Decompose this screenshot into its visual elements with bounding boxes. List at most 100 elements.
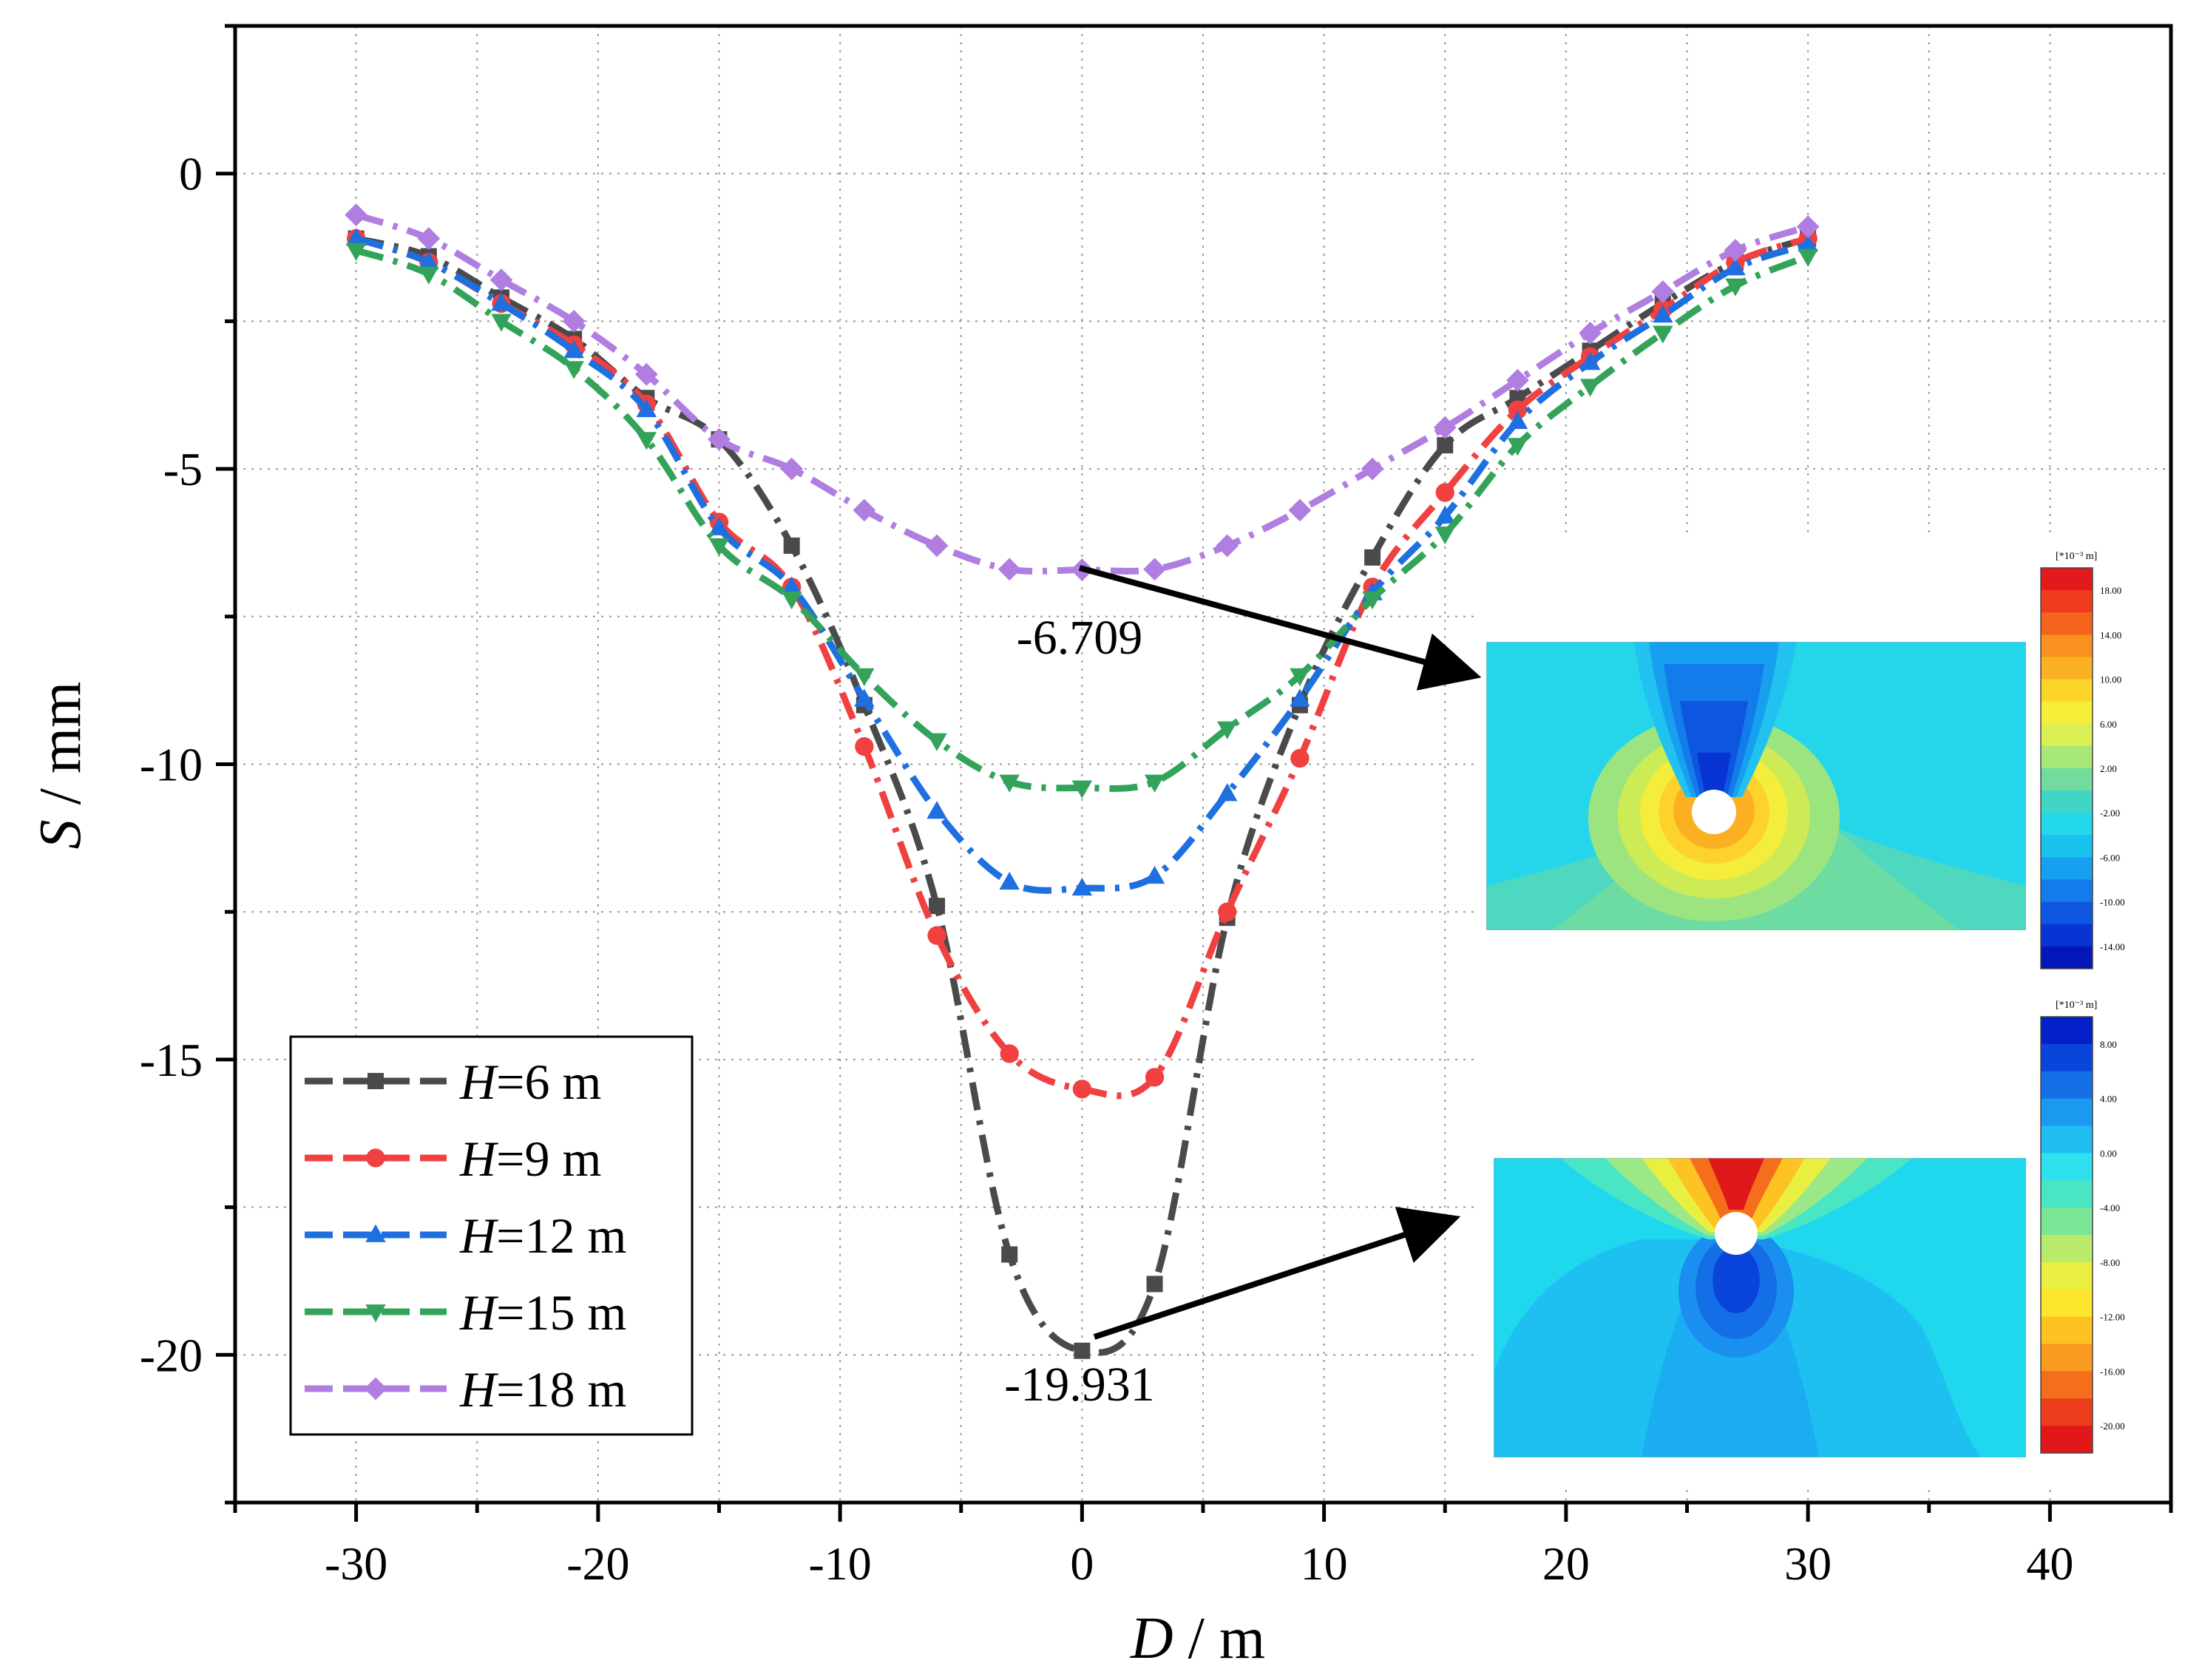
colorbar-swatch: [2041, 1043, 2093, 1072]
x-axis-title: D / m: [1130, 1606, 1265, 1671]
colorbar-swatch: [2041, 1289, 2093, 1318]
contour-inset-bottom: [*10⁻³ m] 8.00 4.00 0.00 -4.00 -8.00 -12.00 -16…: [1479, 982, 2185, 1485]
data-point: [708, 427, 731, 451]
annotation-arrow-bottom: [1093, 1207, 1461, 1340]
x-tick-label: 10: [1301, 1537, 1348, 1590]
data-point: [1579, 321, 1602, 345]
colorbar-swatch: [2041, 835, 2093, 858]
data-point: [1216, 721, 1238, 739]
colorbar-tick-label: -20.00: [2100, 1420, 2125, 1432]
data-point: [1579, 352, 1601, 370]
legend-marker: [365, 1304, 386, 1323]
x-tick-label: 40: [2026, 1537, 2073, 1590]
data-point: [1435, 483, 1454, 502]
colorbar-bottom: [*10⁻³ m] 8.00 4.00 0.00 -4.00 -8.00 -12.00 -16…: [2040, 1000, 2125, 1454]
data-point: [345, 243, 367, 261]
data-point: [1798, 248, 1818, 267]
data-point: [1507, 438, 1528, 456]
data-point: [1144, 774, 1165, 793]
legend-label: H=15 m: [459, 1284, 626, 1341]
data-point: [1725, 257, 1746, 276]
colorbar-tick-label: -14.00: [2100, 941, 2125, 952]
data-point: [345, 228, 367, 246]
data-point: [1362, 591, 1383, 610]
colorbar-tick-label: 2.00: [2100, 763, 2117, 774]
data-point: [419, 251, 439, 270]
legend-label-var: H: [459, 1208, 499, 1264]
y-axis-title-unit: / mm: [28, 682, 93, 820]
colorbar-swatch: [2041, 1344, 2093, 1372]
series-h-18-m: [345, 203, 1820, 582]
data-point: [1724, 239, 1747, 262]
legend-marker: [366, 1148, 385, 1168]
data-point: [1506, 368, 1529, 392]
colorbar-unit: [*10⁻³ m]: [2056, 1000, 2097, 1011]
data-point: [1507, 410, 1528, 430]
colorbar-swatch: [2041, 1371, 2093, 1399]
colorbar-swatch: [2041, 857, 2093, 881]
data-point: [491, 293, 512, 311]
colorbar-swatch: [2041, 1153, 2093, 1181]
x-axis-title-var: D: [1130, 1606, 1173, 1671]
colorbar-tick-label: 0.00: [2100, 1148, 2117, 1159]
legend-label: H=18 m: [459, 1361, 626, 1418]
legend-label-rest: =6 m: [496, 1054, 601, 1110]
data-point: [1653, 305, 1673, 323]
data-point: [1433, 416, 1457, 439]
series-h-12-m: [345, 228, 1818, 896]
data-point: [853, 498, 876, 522]
legend-label-rest: =15 m: [496, 1284, 626, 1341]
colorbar-swatch: [2041, 679, 2093, 702]
data-point: [345, 203, 368, 227]
legend-label-rest: =18 m: [496, 1361, 626, 1418]
data-point: [708, 517, 730, 535]
colorbar-tick-label: 8.00: [2100, 1039, 2117, 1050]
data-point: [1361, 457, 1384, 481]
colorbar-tick-label: 4.00: [2100, 1094, 2117, 1105]
data-point: [1072, 1080, 1092, 1099]
data-point: [781, 591, 802, 610]
legend-item: H=18 m: [305, 1361, 626, 1418]
colorbar-swatch: [2041, 612, 2093, 635]
legend-item: H=6 m: [305, 1054, 601, 1110]
colorbar-frame: [2040, 567, 2093, 969]
colorbar-tick-label: 10.00: [2100, 674, 2121, 685]
colorbar-tick-label: -8.00: [2100, 1257, 2120, 1268]
legend-label: H=9 m: [459, 1131, 601, 1187]
data-point: [926, 801, 947, 819]
data-point: [1434, 526, 1455, 545]
data-point: [489, 268, 513, 291]
data-point: [1796, 215, 1820, 238]
colorbar-swatch: [2041, 1180, 2093, 1208]
data-point: [854, 668, 875, 686]
data-point: [1290, 748, 1310, 768]
colorbar-swatch: [2041, 723, 2093, 747]
colorbar-swatch: [2041, 657, 2093, 680]
colorbar-tick-label: -2.00: [2100, 807, 2120, 819]
legend-label-var: H: [459, 1284, 499, 1341]
data-point: [854, 688, 875, 707]
legend-label-rest: =9 m: [496, 1131, 601, 1187]
legend-label-rest: =12 m: [496, 1208, 626, 1264]
data-point: [1143, 558, 1166, 581]
legend-label-var: H: [459, 1054, 499, 1110]
legend-item: H=15 m: [305, 1284, 626, 1341]
data-point: [417, 227, 441, 250]
data-point: [1071, 780, 1093, 799]
legend-label: H=6 m: [459, 1054, 601, 1110]
data-point: [855, 736, 874, 756]
x-tick-label: 20: [1542, 1537, 1590, 1590]
data-point: [1798, 234, 1818, 252]
axes: -30 -20 -10 0 10 20 30 40 0 -5 -10 -15 -20: [140, 24, 2173, 1590]
data-point: [1651, 280, 1675, 303]
colorbar-top: [*10⁻³ m] 18.00 14.00 10.00 6.00 2.00 -2.00 -6.…: [2040, 551, 2125, 969]
data-point: [636, 432, 657, 450]
data-point: [999, 774, 1020, 793]
legend-label-var: H: [459, 1131, 499, 1187]
colorbar-swatch: [2041, 1208, 2093, 1236]
annotation-arrow-top: [1078, 565, 1482, 691]
colorbar-swatch: [2041, 590, 2093, 613]
legend-item: H=9 m: [305, 1131, 601, 1187]
x-tick-label: -20: [566, 1537, 629, 1590]
